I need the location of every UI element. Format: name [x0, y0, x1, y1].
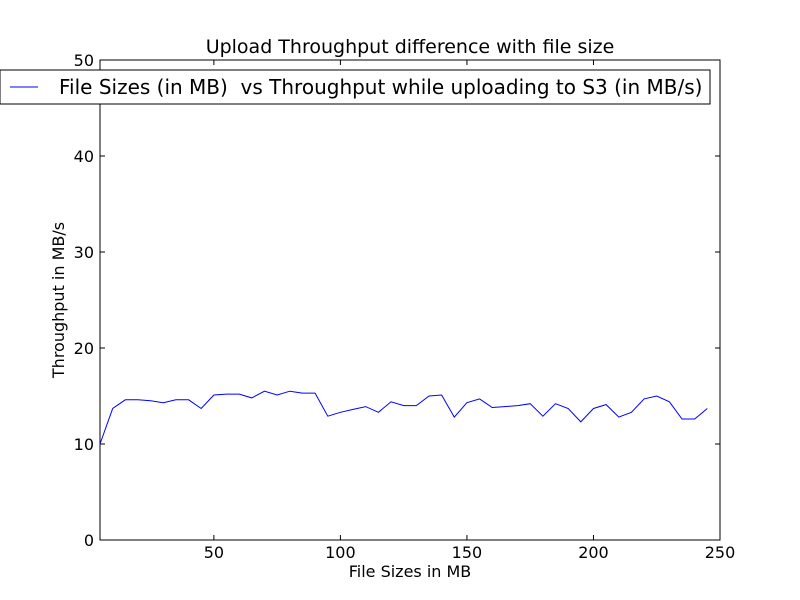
x-tick-label: 200	[578, 543, 609, 562]
x-axis-label: File Sizes in MB	[349, 562, 472, 581]
legend-label: File Sizes (in MB) vs Throughput while u…	[59, 75, 702, 99]
legend-box	[0, 69, 711, 105]
plot-frame	[99, 59, 721, 541]
plot-area: 50 100 150 200 250 0 10 20 30 40 50	[74, 51, 736, 562]
x-tick-label: 100	[325, 543, 356, 562]
x-tick-label: 50	[204, 543, 224, 562]
y-axis-label: Throughput in MB/s	[49, 222, 68, 379]
series-line-throughput	[99, 390, 708, 445]
y-tick-label: 50	[74, 51, 94, 70]
y-tick-label: 0	[84, 531, 94, 550]
x-tick-label: 250	[705, 543, 736, 562]
legend: File Sizes (in MB) vs Throughput while u…	[0, 69, 711, 105]
x-tick-label: 150	[452, 543, 483, 562]
y-tick-label: 30	[74, 243, 94, 262]
y-tick-label: 10	[74, 435, 94, 454]
y-tick-label: 20	[74, 339, 94, 358]
chart-title: Upload Throughput difference with file s…	[206, 36, 615, 58]
y-tick-label: 40	[74, 147, 94, 166]
